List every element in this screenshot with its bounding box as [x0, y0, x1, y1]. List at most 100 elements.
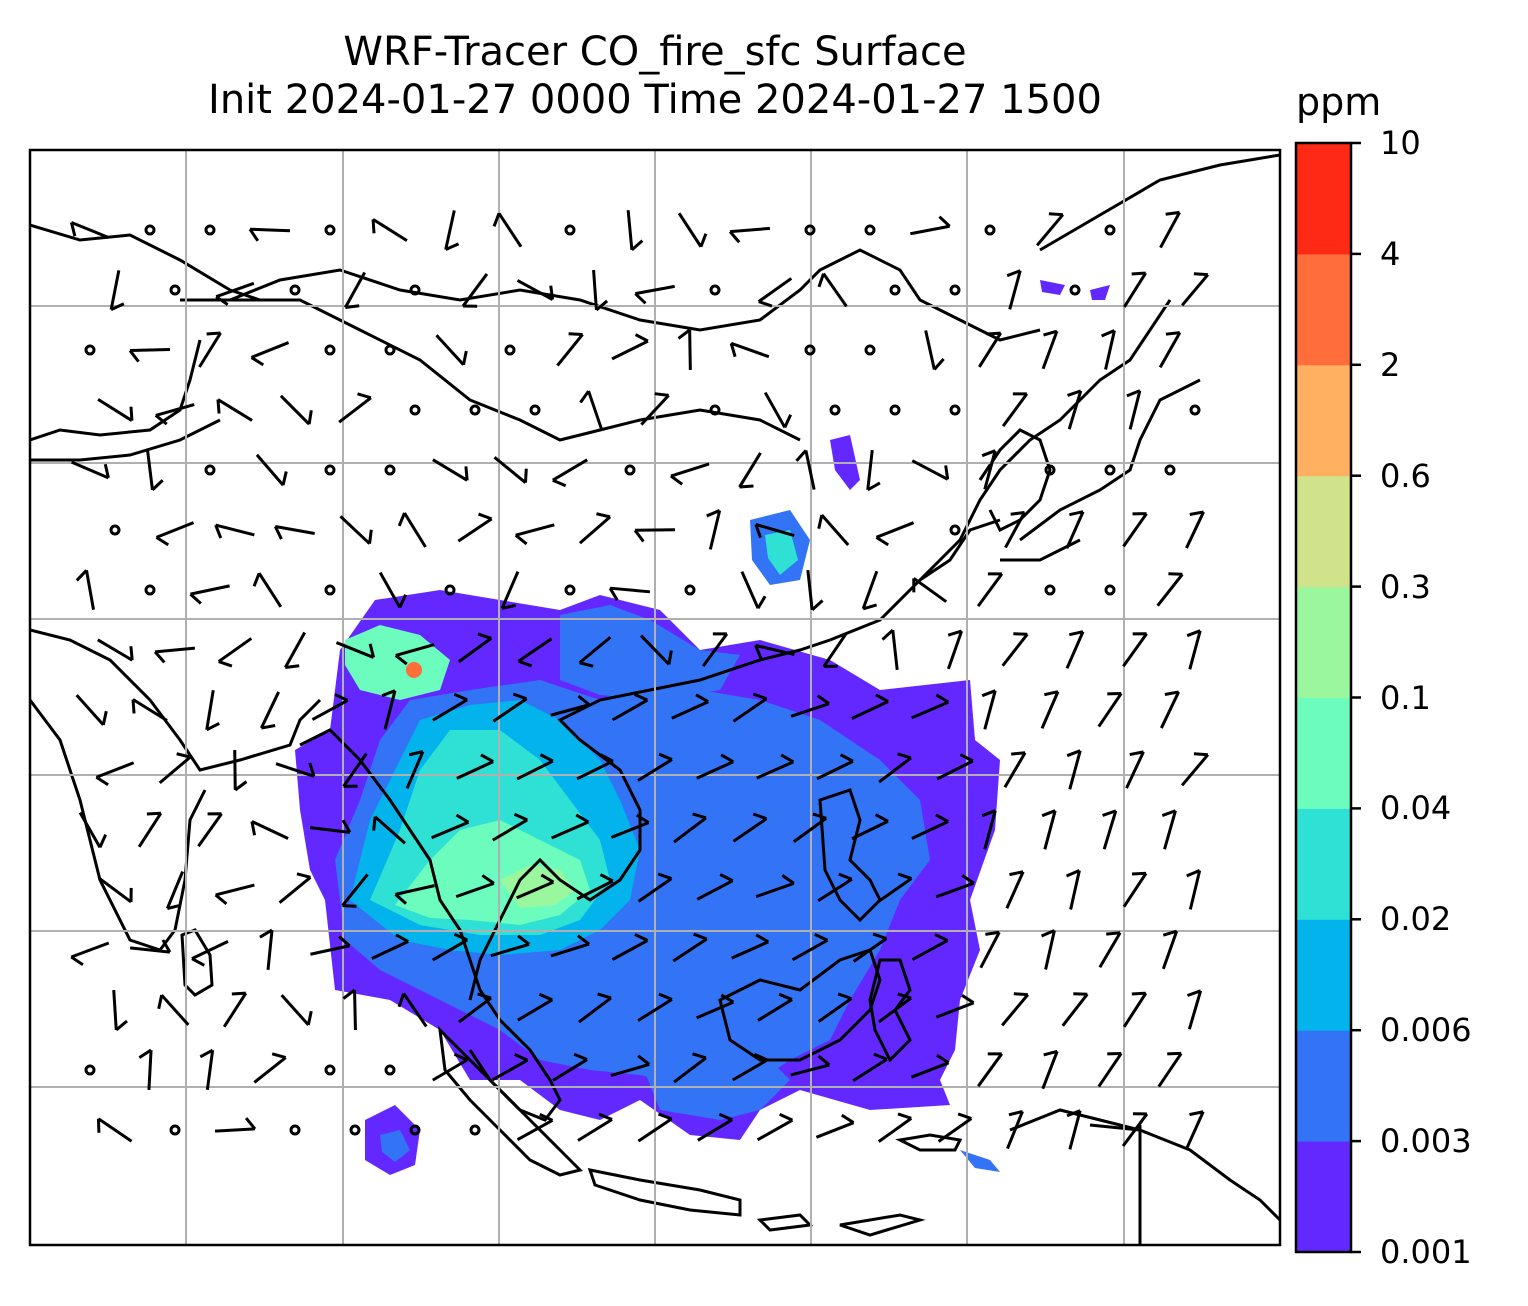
wind-barb	[158, 752, 192, 785]
wind-barb	[1041, 1049, 1059, 1090]
wind-barb-calm	[144, 224, 156, 236]
wind-barb	[851, 693, 889, 720]
wind-barb	[1061, 992, 1089, 1027]
wind-barb	[397, 992, 428, 1028]
wind-barb	[280, 994, 313, 1026]
wind-barb	[1185, 1110, 1205, 1149]
wind-barb-calm	[949, 404, 961, 416]
wind-barb	[97, 638, 134, 662]
wind-barb	[816, 753, 854, 781]
tracer-sumatra-south-2	[380, 1130, 410, 1162]
wind-barb	[189, 584, 230, 605]
wind-barb	[516, 753, 554, 781]
wind-barb	[273, 525, 315, 540]
wind-barb	[435, 334, 468, 366]
wind-barb-calm	[109, 524, 121, 536]
wind-barb	[611, 933, 649, 961]
wind-barb-calm	[324, 224, 336, 236]
wind-barb	[199, 1048, 215, 1091]
wind-barb	[146, 449, 164, 491]
map-frame	[28, 148, 1282, 1247]
wind-barb	[977, 1052, 1003, 1088]
border-russia	[1039, 153, 1280, 252]
wind-barb	[95, 761, 135, 787]
wind-barb	[1161, 809, 1177, 850]
figure-title: WRF-Tracer CO_fire_sfc Surface Init 2024…	[30, 28, 1280, 124]
wind-barb	[516, 279, 555, 301]
wind-barb	[731, 933, 770, 960]
wind-barb	[432, 458, 469, 482]
coastline-korea	[978, 428, 1052, 533]
wind-barb-calm	[504, 344, 516, 356]
wind-barb	[458, 992, 492, 1024]
wind-barb	[335, 641, 376, 659]
wind-barb	[1126, 389, 1142, 430]
wind-barb-calm	[144, 584, 156, 596]
wind-barb	[1041, 329, 1059, 370]
wind-barb	[910, 1053, 950, 1079]
wind-barb	[397, 512, 427, 548]
wind-barb	[817, 992, 853, 1023]
wind-barb-calm	[384, 1064, 396, 1076]
wind-barb-calm	[324, 464, 336, 476]
wind-barb	[1159, 210, 1181, 249]
wind-barb	[394, 884, 435, 905]
wind-barb	[455, 874, 495, 899]
wind-barb-calm	[709, 284, 721, 296]
wind-barb	[817, 872, 853, 903]
colorbar	[1294, 141, 1361, 1254]
wind-barb	[248, 227, 291, 242]
wind-barb	[250, 341, 290, 367]
wind-barb	[696, 753, 734, 780]
wind-barb	[491, 812, 529, 842]
wind-barb-calm	[349, 1124, 361, 1136]
wind-barb	[861, 570, 879, 611]
wind-barb-calm	[324, 1064, 336, 1076]
wind-barb	[165, 870, 185, 910]
wind-barb	[754, 522, 795, 539]
wind-barb	[275, 762, 316, 778]
wind-barb	[1186, 869, 1202, 910]
colorbar-tick-label: 0.1	[1380, 678, 1431, 717]
wind-barb	[1065, 869, 1081, 910]
wind-barb	[155, 521, 195, 547]
wind-barb	[154, 403, 195, 426]
wind-barb	[677, 212, 708, 248]
colorbar-unit-label: ppm	[1296, 80, 1382, 124]
wind-barb-calm	[1189, 404, 1201, 416]
wind-barb-calm	[384, 344, 396, 356]
wind-barb	[1066, 749, 1082, 790]
wind-barb	[378, 571, 407, 609]
colorbar-tick-label: 0.3	[1380, 567, 1431, 606]
wind-barb	[626, 209, 644, 252]
wind-barb	[279, 394, 313, 426]
wind-barb	[1005, 870, 1025, 909]
coastline-small-islands	[756, 1213, 926, 1237]
wind-barb	[978, 331, 1002, 368]
wind-barb-calm	[1164, 464, 1176, 476]
wind-barb	[763, 391, 792, 429]
colorbar-tick-label: 0.006	[1380, 1011, 1472, 1050]
wind-barb	[493, 456, 528, 484]
wind-barb	[552, 458, 588, 488]
wind-barb	[432, 692, 468, 722]
wind-barb	[1122, 991, 1148, 1028]
wind-barb	[109, 270, 125, 311]
wind-barb	[1097, 1051, 1123, 1088]
wind-barb	[1121, 1112, 1149, 1147]
wind-barb	[492, 692, 528, 723]
wind-barb	[981, 449, 997, 490]
wind-barb	[852, 932, 888, 963]
wind-barb	[259, 928, 274, 971]
wind-barb	[817, 513, 850, 547]
wind-barb	[214, 883, 255, 906]
wind-barb	[946, 629, 964, 670]
wind-barb	[342, 988, 357, 1031]
wind-barb	[878, 752, 912, 784]
wind-barb	[552, 1052, 588, 1082]
wind-barb	[112, 989, 128, 1032]
wind-barb	[806, 569, 824, 611]
wind-barb-calm	[709, 404, 721, 416]
wind-barb	[311, 693, 349, 721]
border-tibet	[180, 298, 801, 442]
